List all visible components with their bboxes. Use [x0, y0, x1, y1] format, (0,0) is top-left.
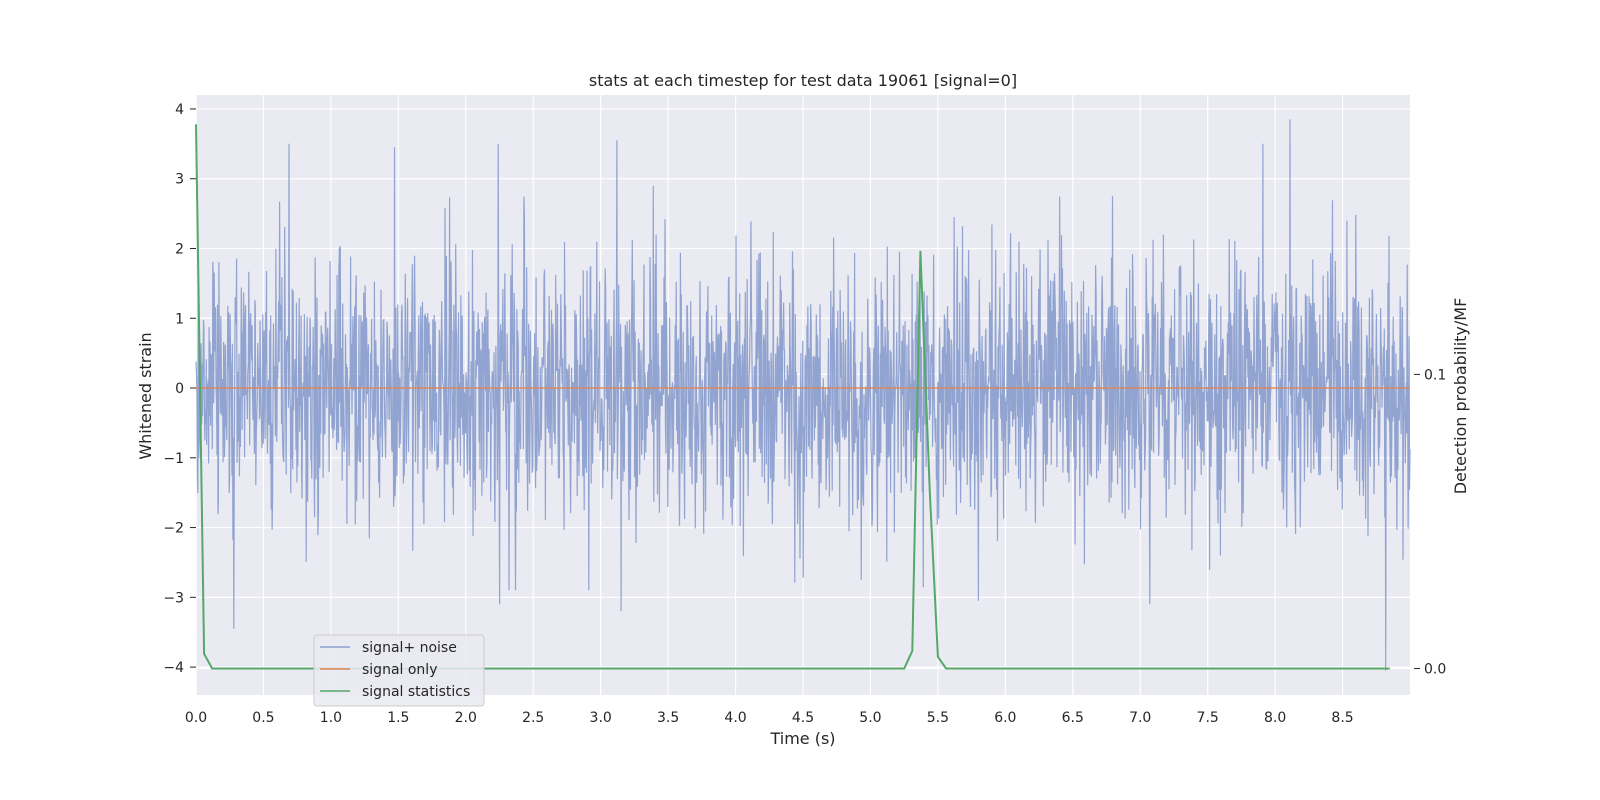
signal-noise-line: [195, 119, 1411, 671]
x-tick-label: 5.0: [859, 710, 881, 726]
series-signal-statistics: [195, 124, 1390, 670]
legend-label-signal-noise: signal+ noise: [362, 640, 457, 656]
legend-label-signal-only: signal only: [362, 662, 437, 678]
chart-title: stats at each timestep for test data 190…: [589, 71, 1017, 90]
y-tick-label: 0: [175, 381, 184, 397]
legend-box: [313, 634, 485, 707]
y-axis-ticks: 4 3 2 1 0 −1 −2 −3 −4: [163, 102, 196, 676]
x-tick-label: 3.0: [590, 710, 612, 726]
y-tick-label: 2: [175, 241, 184, 257]
y-tick-label: 1: [175, 311, 184, 327]
x-tick-label: 0.5: [252, 710, 274, 726]
x-tick-label: 2.5: [522, 710, 544, 726]
x-tick-label: 7.0: [1129, 710, 1151, 726]
x-tick-label: 4.0: [724, 710, 746, 726]
y-axis-label: Whitened strain: [136, 332, 155, 459]
x-tick-label: 0.0: [185, 710, 207, 726]
y2-axis-label: Detection probability/MF: [1451, 298, 1470, 495]
legend: signal+ noise signal only signal statist…: [313, 634, 485, 707]
x-tick-label: 1.0: [320, 710, 342, 726]
y-tick-label: −3: [163, 590, 184, 606]
signal-statistics-line: [195, 124, 1390, 670]
legend-label-signal-statistics: signal statistics: [362, 684, 470, 700]
y-tick-label: −1: [163, 451, 184, 467]
y-tick-label: 4: [175, 102, 184, 118]
y-tick-label: −2: [163, 521, 184, 537]
x-tick-label: 4.5: [792, 710, 814, 726]
y2-tick-label: 0.0: [1424, 662, 1446, 678]
y-tick-label: 3: [175, 172, 184, 188]
x-tick-label: 2.0: [455, 710, 477, 726]
x-axis-label: Time (s): [769, 729, 835, 748]
x-tick-label: 8.0: [1264, 710, 1286, 726]
x-tick-label: 5.5: [927, 710, 949, 726]
y2-axis-ticks: 0.1 0.0: [1414, 367, 1446, 678]
x-axis-ticks: 0.0 0.5 1.0 1.5 2.0 2.5 3.0 3.5 4.0 4.5 5.0 5.5 6.0 6…: [185, 710, 1354, 726]
y-tick-label: −4: [163, 660, 184, 676]
x-tick-label: 7.5: [1197, 710, 1219, 726]
x-tick-label: 3.5: [657, 710, 679, 726]
series-signal-noise: [195, 119, 1411, 671]
x-tick-label: 8.5: [1331, 710, 1353, 726]
x-tick-label: 6.5: [1062, 710, 1084, 726]
x-tick-label: 6.0: [994, 710, 1016, 726]
y2-tick-label: 0.1: [1424, 367, 1446, 383]
x-tick-label: 1.5: [387, 710, 409, 726]
